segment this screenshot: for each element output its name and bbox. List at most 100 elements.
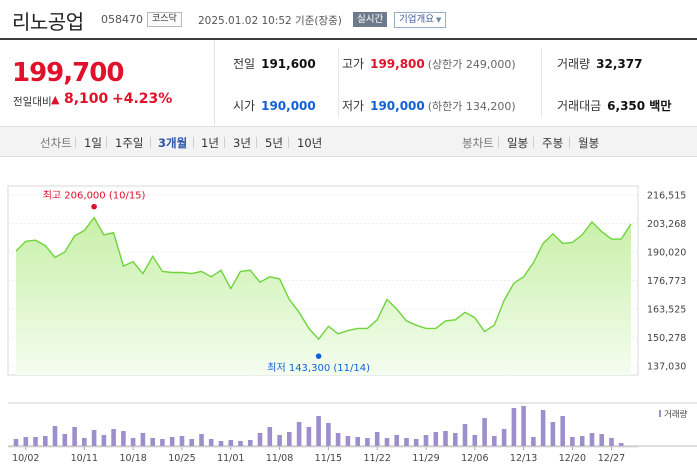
tab-daily-candle[interactable]: 일봉 — [507, 136, 529, 150]
min-marker — [315, 353, 322, 359]
reference-time: 2025.01.02 10:52 기준(장중) — [198, 15, 342, 27]
volume-bar — [618, 443, 624, 446]
volume-bar — [560, 416, 565, 446]
trade-amount-label: 거래대금 — [557, 99, 602, 113]
tab-divider — [569, 137, 570, 148]
x-tick-label: 11/15 — [315, 453, 342, 464]
volume-bar — [179, 436, 185, 446]
volume-bar — [257, 433, 263, 446]
volume-bar — [140, 433, 146, 446]
volume-bar — [423, 435, 429, 446]
volume-bar — [296, 422, 302, 446]
volume-bar — [404, 438, 409, 446]
y-tick-label: 163,525 — [647, 305, 686, 316]
volume-bar — [609, 438, 614, 446]
volume-bar — [189, 439, 194, 446]
tab-1day[interactable]: 1일 — [84, 136, 102, 150]
volume-bar — [492, 436, 497, 446]
tab-3year[interactable]: 3년 — [233, 136, 251, 150]
high-label: 고가 — [342, 57, 365, 71]
tab-weekly-candle[interactable]: 주봉 — [542, 136, 564, 150]
volume-bar — [579, 436, 585, 446]
tab-1year[interactable]: 1년 — [201, 136, 219, 150]
tab-divider — [193, 137, 194, 148]
volume-bar — [345, 436, 351, 446]
max-annotation: 최고 206,000 (10/15) — [43, 190, 146, 202]
volume-bar — [208, 439, 214, 446]
volume-bar — [238, 441, 243, 446]
volume-bar — [33, 437, 38, 446]
high-cell: 고가 199,800 (상한가 249,000) — [342, 55, 516, 72]
volume-bar — [101, 435, 107, 446]
info-divider — [541, 48, 542, 118]
volume-bar — [277, 435, 282, 446]
y-tick-label: 137,030 — [647, 362, 686, 373]
company-overview-button[interactable]: 기업개요 ▼ — [394, 12, 447, 28]
volume-bar — [374, 432, 380, 446]
open-value: 190,000 — [261, 99, 316, 113]
tab-divider — [533, 137, 534, 148]
volume-bar — [599, 434, 604, 446]
tab-divider — [498, 137, 499, 148]
y-tick-label: 190,020 — [647, 248, 686, 259]
x-tick-label: 11/08 — [266, 453, 293, 464]
tab-divider — [288, 137, 289, 148]
volume-bar — [394, 435, 399, 446]
y-tick-label: 176,773 — [647, 276, 686, 287]
y-tick-label: 203,268 — [647, 219, 686, 230]
info-divider — [338, 48, 339, 118]
volume-bar — [248, 440, 253, 446]
volume-bar — [52, 426, 58, 446]
chart-period-tabbar: 선차트 1일 1주일 3개월 1년 3년 5년 10년 봉차트 일봉 주봉 월봉 — [0, 126, 697, 157]
volume-bar — [384, 438, 390, 446]
volume-bar — [365, 438, 370, 446]
volume-bar — [267, 427, 273, 446]
y-tick-label: 216,515 — [647, 191, 686, 202]
x-tick-label: 12/27 — [598, 453, 625, 464]
x-tick-label: 10/18 — [119, 453, 146, 464]
volume-bar — [199, 434, 204, 446]
volume-bar — [433, 432, 439, 446]
tab-monthly-candle[interactable]: 월봉 — [578, 136, 600, 150]
volume-bar — [218, 441, 224, 446]
tab-10year[interactable]: 10년 — [297, 136, 323, 150]
volume-bar — [355, 437, 360, 446]
volume-legend-label: 거래량 — [664, 409, 688, 420]
header-divider — [0, 38, 697, 40]
line-chart-label: 선차트 — [40, 136, 72, 150]
price-box — [0, 40, 215, 125]
volume-bar — [316, 416, 321, 446]
volume-bar — [169, 437, 175, 446]
volume-bar — [160, 439, 165, 446]
volume-bar — [540, 410, 546, 446]
volume-bar — [121, 431, 126, 446]
stock-code: 058470 — [101, 13, 143, 26]
volume-bar — [453, 433, 458, 446]
volume-bar — [23, 437, 29, 446]
volume-bar — [511, 408, 517, 446]
volume-bar — [62, 434, 68, 446]
volume-bar — [462, 424, 468, 446]
volume-bar — [413, 439, 419, 446]
tab-3month[interactable]: 3개월 — [158, 136, 188, 150]
tab-divider — [150, 137, 151, 148]
low-cell: 저가 190,000 (하한가 134,200) — [342, 97, 516, 114]
change-rate: +4.23% — [112, 91, 173, 107]
change-value: 8,100 — [64, 91, 109, 107]
volume-bar — [501, 429, 507, 446]
volume-bar — [13, 439, 19, 446]
volume-legend-icon — [659, 410, 661, 417]
low-label: 저가 — [342, 99, 365, 113]
stock-name: 리노공업 — [12, 10, 84, 34]
tab-5year[interactable]: 5년 — [265, 136, 283, 150]
change-label: 전일대비 — [13, 96, 52, 108]
tab-1week[interactable]: 1주일 — [115, 136, 144, 150]
x-tick-label: 12/13 — [510, 453, 537, 464]
stock-header: 리노공업 058470 코스닥 2025.01.02 10:52 기준(장중) … — [0, 0, 697, 38]
dropdown-caret-icon: ▼ — [435, 16, 442, 24]
volume-value: 32,377 — [596, 57, 643, 71]
realtime-button[interactable]: 실시간 — [353, 12, 388, 27]
candle-chart-label: 봉차트 — [462, 136, 494, 150]
volume-bar — [589, 433, 595, 446]
open-label: 시가 — [233, 99, 256, 113]
